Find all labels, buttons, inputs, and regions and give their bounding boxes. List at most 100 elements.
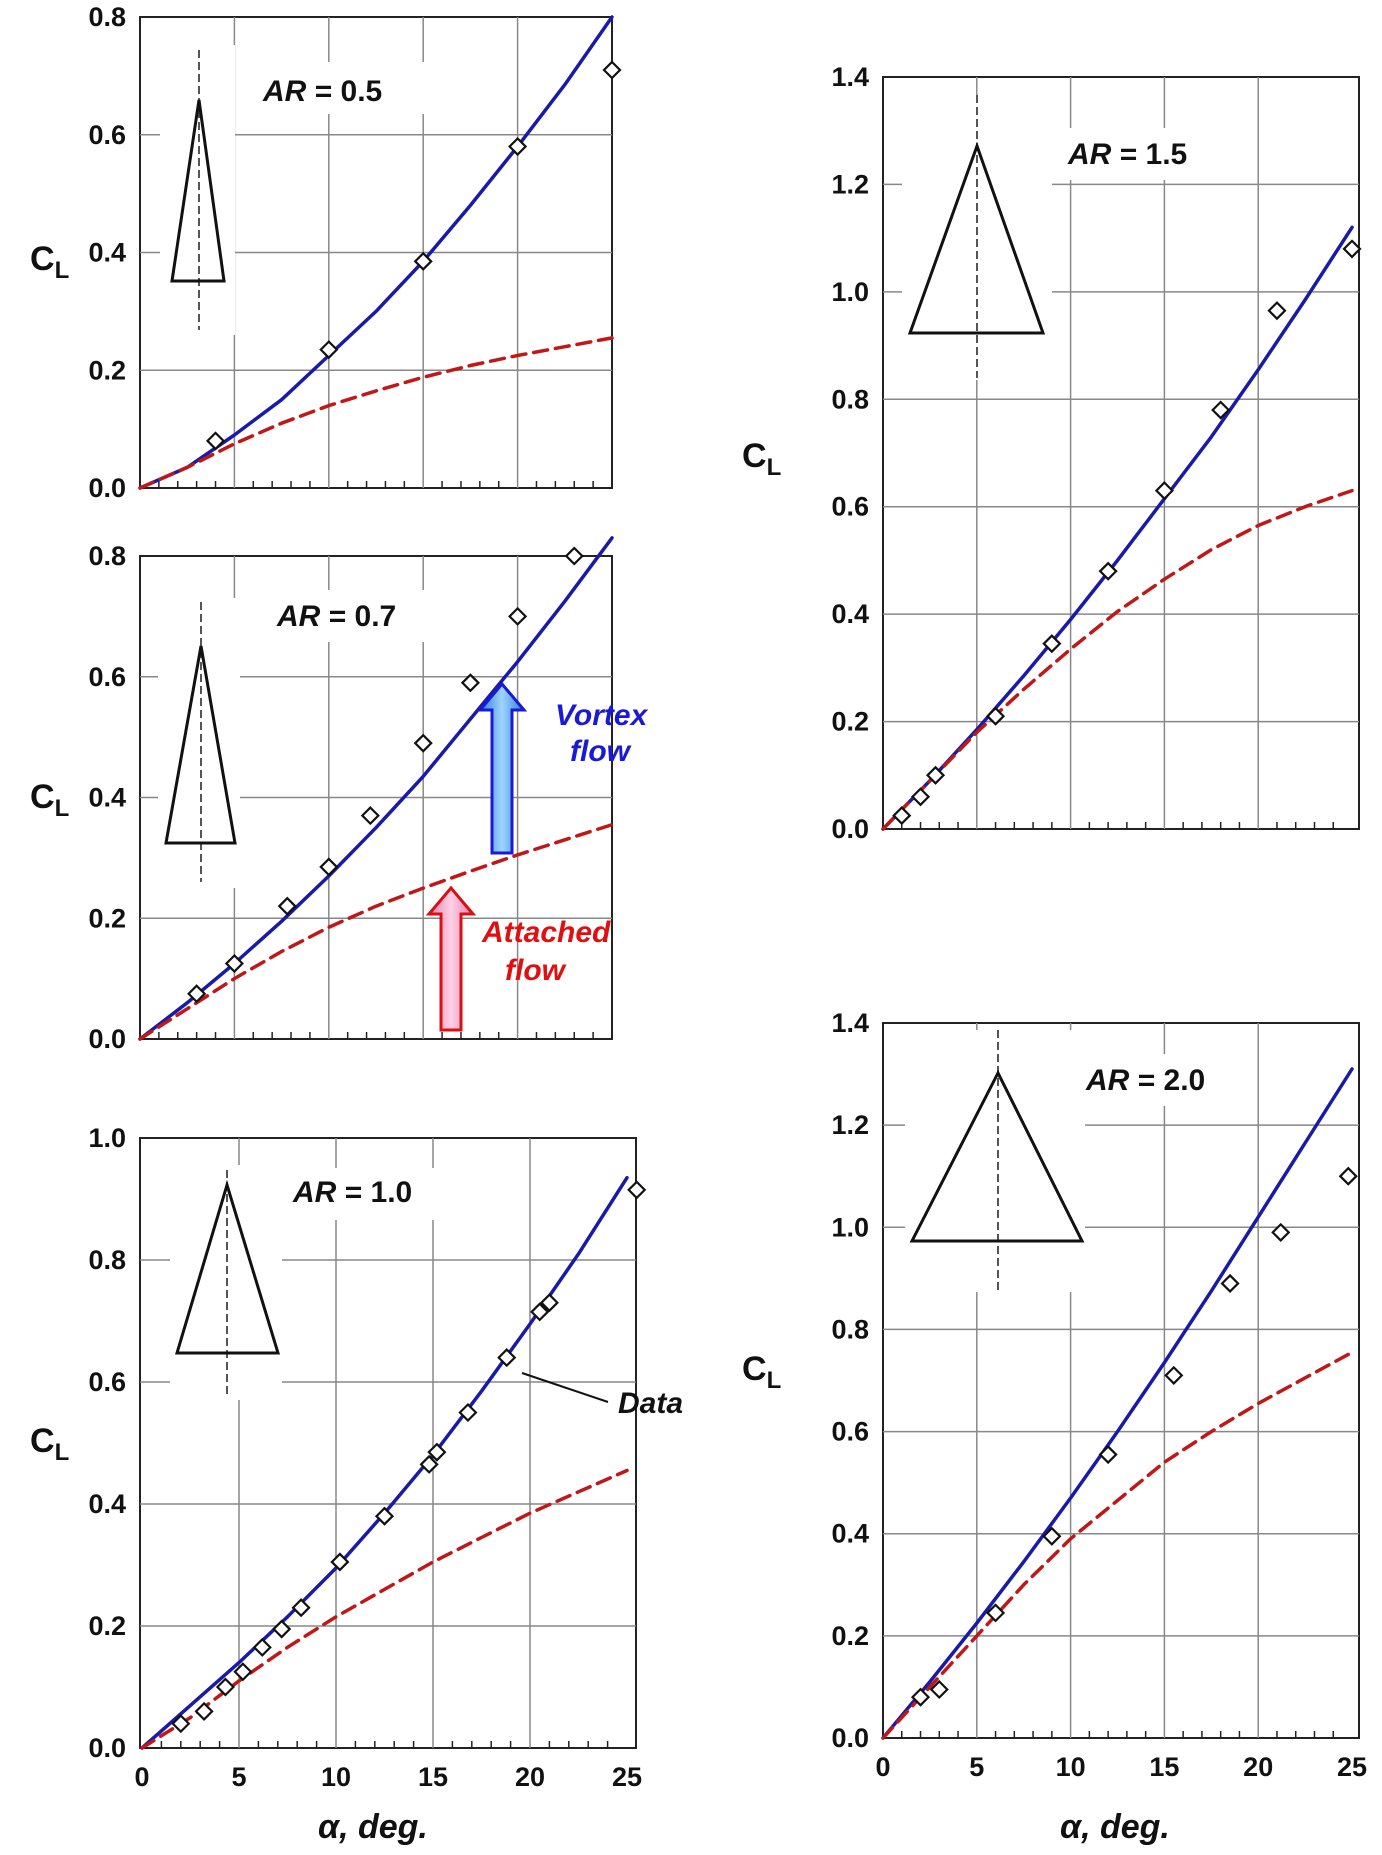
data-point-marker <box>252 1637 272 1657</box>
data-point-marker <box>929 1679 949 1700</box>
x-tick-label: 5 <box>231 1762 246 1792</box>
attached-flow-theory-line <box>881 1350 1354 1740</box>
label-backdrop <box>270 590 448 642</box>
data-series <box>140 1175 647 1750</box>
y-tick-label: 0.6 <box>831 1417 869 1447</box>
y-tick-label: 1.0 <box>88 1123 126 1153</box>
label-backdrop <box>285 1168 463 1220</box>
data-point-marker <box>1271 1222 1291 1242</box>
y-tick-label: 0.8 <box>88 541 126 571</box>
minor-ticks <box>901 1731 1334 1738</box>
minor-ticks <box>158 481 594 488</box>
y-tick-labels: 0.0 0.2 0.4 0.6 0.8 1.0 1.2 1.4 <box>831 62 869 844</box>
data-point-marker <box>1042 634 1062 654</box>
attached-flow-arrow <box>425 885 477 1032</box>
x-tick-label: 25 <box>1337 1752 1367 1782</box>
minor-ticks <box>160 1741 609 1748</box>
planform-backdrop <box>160 45 235 335</box>
aspect-ratio-label: AR = 1.5 <box>1067 138 1187 171</box>
attached-flow-theory-line <box>138 822 614 1041</box>
x-tick-label: 0 <box>875 1752 890 1782</box>
y-tick-labels: 0.0 0.2 0.4 0.6 0.8 1.0 <box>88 1123 126 1763</box>
data-point-marker <box>1098 561 1118 581</box>
chart-panel-ar-1-0: 0.0 0.2 0.4 0.6 0.8 1.0 0 5 10 15 20 25 AR = 1.0 C… <box>30 1123 683 1846</box>
data-series <box>138 15 622 490</box>
y-tick-label: 1.2 <box>831 1110 869 1140</box>
data-point-marker <box>413 733 433 753</box>
wing-planform-sketch <box>158 598 240 888</box>
data-point-marker <box>497 1348 517 1368</box>
data-label: Data <box>618 1387 683 1420</box>
data-point-marker <box>319 340 339 360</box>
vortex-flow-arrow <box>476 681 528 855</box>
x-axis-label: α, deg. <box>1060 1808 1170 1846</box>
aspect-ratio-label: AR = 0.5 <box>262 75 382 108</box>
y-tick-labels: 0.0 0.2 0.4 0.6 0.8 <box>88 541 126 1054</box>
y-tick-label: 0.8 <box>831 1314 869 1344</box>
x-axis-label: α, deg. <box>318 1808 428 1846</box>
label-backdrop <box>1055 128 1233 180</box>
data-point-marker <box>330 1552 350 1572</box>
data-point-marker <box>508 136 528 157</box>
y-tick-label: 0.0 <box>88 473 126 503</box>
y-tick-label: 1.0 <box>831 1212 869 1242</box>
x-tick-label: 20 <box>1243 1752 1273 1782</box>
data-point-marker <box>508 606 528 626</box>
data-point-marker <box>1338 1166 1358 1186</box>
y-tick-label: 0.8 <box>831 384 869 414</box>
vortex-flow-theory-line <box>881 1067 1354 1740</box>
data-point-marker <box>1211 400 1231 420</box>
y-tick-label: 1.4 <box>831 1008 869 1038</box>
data-point-marker <box>925 765 946 785</box>
data-point-marker <box>360 806 380 826</box>
data-point-marker <box>1098 1444 1118 1465</box>
data-point-marker <box>986 706 1006 726</box>
planform-triangle <box>909 1069 1085 1243</box>
y-tick-label: 0.0 <box>88 1024 126 1054</box>
y-tick-label: 0.4 <box>88 1489 126 1519</box>
attached-flow-theory-line <box>138 336 614 490</box>
chart-panel-ar-1-5: 0.0 0.2 0.4 0.6 0.8 1.0 1.2 1.4 AR = 1.5 CL <box>742 62 1362 844</box>
y-tick-labels: 0.0 0.2 0.4 0.6 0.8 1.0 1.2 1.4 <box>831 1008 869 1753</box>
y-tick-label: 1.0 <box>831 277 869 307</box>
data-point-marker <box>627 1180 647 1200</box>
wing-planform-sketch <box>160 45 235 335</box>
data-point-marker <box>910 1687 931 1707</box>
wing-planform-sketch <box>905 1030 1085 1292</box>
planform-triangle <box>174 1179 281 1355</box>
y-tick-label: 0.4 <box>88 783 126 813</box>
data-point-marker <box>374 1506 395 1526</box>
label-backdrop <box>252 62 430 114</box>
data-point-marker <box>427 1442 447 1462</box>
y-tick-label: 0.4 <box>831 599 869 629</box>
data-point-marker <box>1164 1365 1184 1385</box>
data-point-marker <box>1220 1273 1240 1294</box>
y-tick-label: 0.4 <box>88 238 126 268</box>
y-tick-label: 0.8 <box>88 2 126 32</box>
data-pointer-line <box>521 1372 609 1403</box>
y-tick-label: 0.2 <box>831 1621 869 1651</box>
data-series <box>881 225 1362 831</box>
y-tick-label: 1.4 <box>831 62 869 92</box>
data-point-marker <box>291 1598 311 1618</box>
vortex-arrow-shape <box>476 681 528 855</box>
chart-panel-ar-0-7: 0.0 0.2 0.4 0.6 0.8 AR = 0.7 CL Vortex flow A… <box>30 536 649 1054</box>
data-point-marker <box>205 431 226 451</box>
data-point-marker <box>171 1714 191 1734</box>
data-point-marker <box>539 1293 559 1313</box>
y-axis-label: CL <box>30 240 69 284</box>
x-tick-labels: 0 5 10 15 20 25 <box>875 1752 1367 1782</box>
data-series <box>138 536 614 1041</box>
y-tick-label: 0.6 <box>88 1367 126 1397</box>
x-tick-labels: 0 5 10 15 20 25 <box>134 1762 642 1792</box>
data-point-marker <box>1154 481 1174 501</box>
vortex-flow-label: Vortex flow <box>555 699 649 768</box>
aspect-ratio-label: AR = 0.7 <box>276 600 396 633</box>
y-tick-label: 0.0 <box>831 1723 869 1753</box>
aspect-ratio-label: AR = 2.0 <box>1085 1064 1205 1097</box>
x-tick-label: 10 <box>321 1762 351 1792</box>
y-tick-label: 0.0 <box>88 1733 126 1763</box>
y-tick-label: 0.2 <box>88 355 126 385</box>
data-point-marker <box>233 1662 253 1682</box>
